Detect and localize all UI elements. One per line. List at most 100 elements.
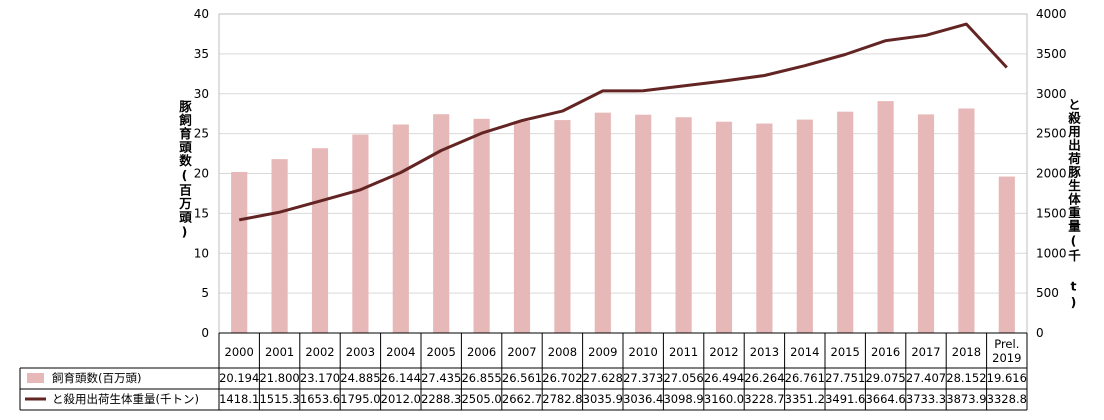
category-label: 2011 [669, 345, 698, 359]
data-label: 1515.3 [259, 392, 299, 406]
data-label: 26.144 [381, 371, 421, 385]
data-label: 26.702 [542, 371, 582, 385]
left-tick-label: 20 [194, 167, 209, 181]
left-tick-label: 30 [194, 87, 209, 101]
data-label: 26.561 [502, 371, 542, 385]
bar [998, 176, 1015, 333]
bar [594, 112, 611, 333]
right-tick-label: 500 [1036, 286, 1059, 300]
data-label: 3228.7 [744, 392, 784, 406]
right-tick-label: 3500 [1036, 47, 1067, 61]
data-label: 1653.6 [300, 392, 340, 406]
right-tick-label: 3000 [1036, 87, 1067, 101]
bar [635, 114, 652, 334]
data-label: 2012.0 [381, 392, 421, 406]
data-label: 1795.0 [340, 392, 380, 406]
right-tick-label: 0 [1036, 326, 1044, 340]
bar [796, 119, 813, 333]
data-label: 2505.0 [461, 392, 501, 406]
right-tick-label: 1000 [1036, 246, 1067, 260]
right-tick-label: 4000 [1036, 7, 1067, 21]
right-tick-label: 2500 [1036, 127, 1067, 141]
bar [715, 121, 733, 333]
data-label: 3160.0 [704, 392, 744, 406]
data-label: 27.435 [421, 371, 461, 385]
category-label: 2010 [629, 345, 658, 359]
data-label: 24.885 [340, 371, 380, 385]
category-label: 2013 [750, 345, 779, 359]
data-label: 2662.7 [502, 392, 542, 406]
bar [433, 114, 450, 333]
data-label: 20.194 [219, 371, 259, 385]
data-label: 2288.3 [421, 392, 461, 406]
bar [231, 171, 248, 333]
bar [271, 159, 288, 333]
line-series [238, 22, 1008, 222]
data-label: 27.056 [663, 371, 703, 385]
bar [513, 121, 531, 333]
bar [473, 118, 490, 333]
data-label: 1418.1 [219, 392, 259, 406]
bar [917, 114, 935, 334]
left-tick-label: 15 [194, 206, 209, 220]
data-label: 27.628 [583, 371, 623, 385]
category-label: 2018 [952, 345, 981, 359]
category-label: 2001 [265, 345, 294, 359]
bar [675, 117, 692, 334]
category-label: 2004 [386, 345, 415, 359]
category-label: 2002 [305, 345, 334, 359]
category-label: 2016 [871, 345, 900, 359]
data-label: 3036.4 [623, 392, 663, 406]
left-tick-label: 5 [201, 286, 209, 300]
data-label: 3098.9 [663, 392, 703, 406]
category-label: 2019 [992, 351, 1021, 365]
data-label: 29.075 [865, 371, 905, 385]
data-label: 3873.9 [946, 392, 986, 406]
category-label: 2008 [548, 345, 577, 359]
bar [756, 123, 773, 333]
right-tick-label: 1500 [1036, 206, 1067, 220]
data-label: 28.152 [946, 371, 986, 385]
category-label: 2005 [427, 345, 456, 359]
category-label: 2007 [507, 345, 536, 359]
left-tick-label: 40 [194, 7, 209, 21]
data-label: 3351.2 [785, 392, 825, 406]
category-label: Prel. [994, 337, 1019, 351]
legend-label-line: と殺用出荷生体重量(千トン) [52, 392, 199, 406]
data-label: 26.264 [744, 371, 784, 385]
bar [392, 124, 409, 333]
data-label: 27.751 [825, 371, 865, 385]
data-label: 3328.8 [987, 392, 1027, 406]
data-label: 23.170 [300, 371, 340, 385]
data-label: 27.373 [623, 371, 663, 385]
left-tick-label: 0 [201, 326, 209, 340]
category-label: 2000 [225, 345, 254, 359]
legend-label-bar: 飼育頭数(百万頭) [52, 371, 141, 385]
category-label: 2014 [790, 345, 819, 359]
data-label: 3733.3 [906, 392, 946, 406]
bar [958, 108, 975, 334]
data-label: 3035.9 [583, 392, 623, 406]
category-label: 2006 [467, 345, 496, 359]
data-label: 3664.6 [865, 392, 905, 406]
category-label: 2015 [831, 345, 860, 359]
bar [554, 120, 571, 334]
data-label: 2782.8 [542, 392, 582, 406]
category-label: 2009 [588, 345, 617, 359]
data-label: 3491.6 [825, 392, 865, 406]
right-tick-label: 2000 [1036, 167, 1067, 181]
bar [877, 101, 894, 333]
left-tick-label: 25 [194, 127, 209, 141]
left-tick-label: 35 [194, 47, 209, 61]
left-axis-label: 豚飼育頭数(百万頭) [177, 100, 192, 240]
right-axis-label: と殺用出荷豚生体重量(千 t) [1066, 98, 1081, 311]
bar [352, 134, 369, 333]
bar [837, 111, 854, 333]
category-label: 2012 [709, 345, 738, 359]
category-label: 2017 [911, 345, 940, 359]
data-label: 19.616 [987, 371, 1027, 385]
data-label: 26.494 [704, 371, 744, 385]
legend-key-bar [27, 373, 44, 383]
left-tick-label: 10 [194, 246, 209, 260]
